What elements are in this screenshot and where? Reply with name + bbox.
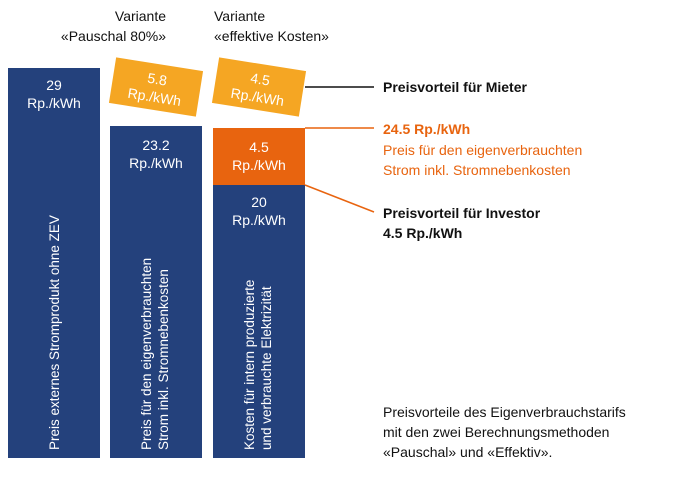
value: 29 (46, 77, 62, 93)
header-pauschal: «Pauschal 80%» (56, 26, 166, 46)
value: 20 (251, 194, 267, 210)
value: 4.5 (249, 139, 269, 155)
block: 4.5 Rp./kWh (213, 128, 305, 185)
annotation: Strom inkl. Stromnebenkosten (383, 162, 571, 178)
header-effektiv: Variante (214, 8, 266, 24)
unit: Rp./kWh (232, 212, 286, 228)
note: mit den zwei Berechnungsmethoden (383, 424, 610, 440)
value: 23.2 (142, 137, 170, 153)
annotation: Preisvorteil für Mieter (383, 79, 527, 95)
annotation: 24.5 Rp./kWh (383, 121, 471, 137)
unit: Rp./kWh (232, 157, 286, 173)
unit: Rp./kWh (129, 155, 183, 171)
connector (304, 184, 375, 213)
label: Variante (114, 8, 166, 24)
note: Preisvorteile des Eigenverbrauchstarifs (383, 404, 626, 420)
block: 23.2 Rp./kWh (110, 126, 202, 458)
annotation: Preisvorteil für Investor (383, 205, 541, 221)
block: 20 Rp./kWh (213, 185, 305, 458)
note: «Pauschal» und «Effektiv». (383, 444, 553, 460)
annotation: Preis für den eigenverbrauchten (383, 142, 583, 158)
label: «Pauschal 80%» (60, 28, 166, 44)
unit: Rp./kWh (27, 95, 81, 111)
header-effektiv: «effektive Kosten» (214, 28, 329, 44)
annotation: 4.5 Rp./kWh (383, 225, 463, 241)
header-pauschal: Variante (110, 6, 166, 26)
block: 29 Rp./kWh (8, 68, 100, 458)
